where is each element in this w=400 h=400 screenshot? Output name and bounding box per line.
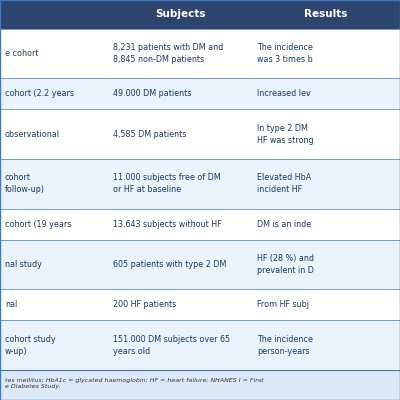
Text: 11.000 subjects free of DM
or HF at baseline: 11.000 subjects free of DM or HF at base…: [113, 174, 220, 194]
Text: Increased lev: Increased lev: [257, 90, 310, 98]
FancyBboxPatch shape: [0, 240, 400, 289]
Text: nal study: nal study: [5, 260, 42, 269]
FancyBboxPatch shape: [0, 29, 400, 78]
Text: From HF subj: From HF subj: [257, 300, 309, 309]
Text: 605 patients with type 2 DM: 605 patients with type 2 DM: [113, 260, 226, 269]
Text: cohort study
w-up): cohort study w-up): [5, 335, 56, 356]
Text: cohort
follow-up): cohort follow-up): [5, 174, 45, 194]
Text: 200 HF patients: 200 HF patients: [113, 300, 176, 309]
Text: cohort (2.2 years: cohort (2.2 years: [5, 90, 74, 98]
Text: 8,231 patients with DM and
8,845 non-DM patients: 8,231 patients with DM and 8,845 non-DM …: [113, 43, 223, 64]
FancyBboxPatch shape: [0, 78, 400, 110]
Text: Elevated HbA
incident HF: Elevated HbA incident HF: [257, 174, 311, 194]
Text: nal: nal: [5, 300, 17, 309]
FancyBboxPatch shape: [0, 209, 400, 240]
Text: observational: observational: [5, 130, 60, 139]
FancyBboxPatch shape: [0, 289, 400, 320]
Text: tes mellitus; HbA1c = glycated haemoglobin; HF = heart failure; NHANES I = First: tes mellitus; HbA1c = glycated haemoglob…: [5, 378, 264, 389]
FancyBboxPatch shape: [0, 370, 400, 400]
Text: Subjects: Subjects: [155, 9, 205, 19]
Text: The incidence
was 3 times b: The incidence was 3 times b: [257, 43, 313, 64]
Text: In type 2 DM
HF was strong: In type 2 DM HF was strong: [257, 124, 314, 145]
Text: 13.643 subjects without HF: 13.643 subjects without HF: [113, 220, 222, 229]
Text: e cohort: e cohort: [5, 49, 38, 58]
Text: DM is an inde: DM is an inde: [257, 220, 311, 229]
Text: Results: Results: [304, 9, 348, 19]
FancyBboxPatch shape: [0, 0, 400, 29]
FancyBboxPatch shape: [0, 159, 400, 209]
Text: cohort (19 years: cohort (19 years: [5, 220, 71, 229]
Text: HF (28 %) and
prevalent in D: HF (28 %) and prevalent in D: [257, 254, 314, 275]
FancyBboxPatch shape: [0, 110, 400, 159]
Text: 49.000 DM patients: 49.000 DM patients: [113, 90, 191, 98]
FancyBboxPatch shape: [0, 320, 400, 370]
Text: The incidence
person-years: The incidence person-years: [257, 335, 313, 356]
Text: 4,585 DM patients: 4,585 DM patients: [113, 130, 186, 139]
Text: 151.000 DM subjects over 65
years old: 151.000 DM subjects over 65 years old: [113, 335, 230, 356]
